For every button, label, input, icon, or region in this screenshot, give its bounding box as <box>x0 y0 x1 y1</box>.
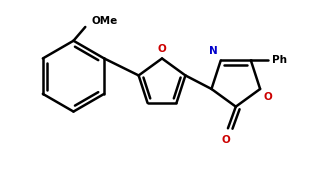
Text: O: O <box>263 92 272 102</box>
Text: OMe: OMe <box>91 16 117 26</box>
Text: O: O <box>158 44 166 54</box>
Text: N: N <box>209 47 218 56</box>
Text: O: O <box>222 135 230 145</box>
Text: Ph: Ph <box>272 55 287 65</box>
